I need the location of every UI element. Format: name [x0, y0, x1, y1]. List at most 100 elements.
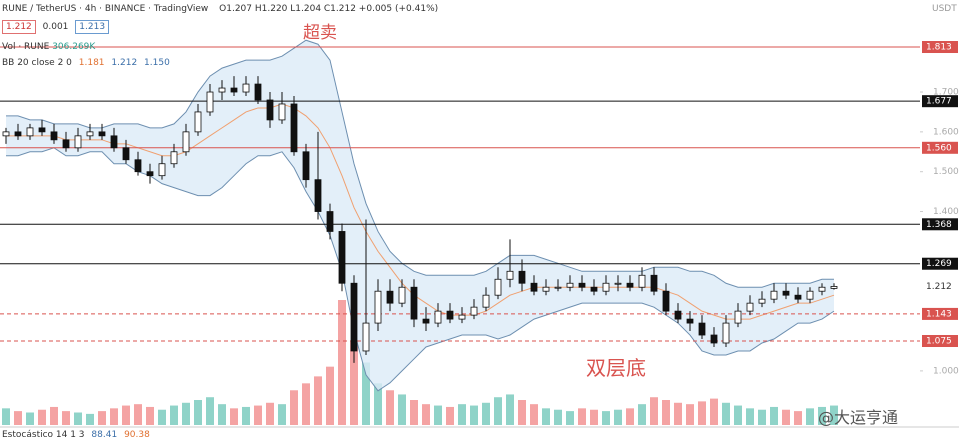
candle-body: [290, 103, 298, 153]
level-label: 1.143: [926, 309, 952, 319]
volume-bar: [626, 408, 634, 425]
volume-bar: [74, 412, 82, 425]
volume-bar: [278, 404, 286, 425]
candle-body: [206, 91, 214, 113]
buy-button[interactable]: 1.213: [75, 20, 110, 34]
volume-bar: [206, 397, 214, 425]
candle-body: [122, 147, 130, 161]
candle-body: [746, 302, 754, 312]
volume-bar: [38, 409, 46, 425]
volume-bar: [350, 341, 358, 425]
level-tag: [922, 218, 958, 231]
volume-legend: Vol · RUNE 306.269K: [2, 42, 95, 52]
candle-body: [74, 135, 82, 149]
candle-body: [674, 310, 682, 320]
volume-bar: [554, 409, 562, 425]
candle-body: [26, 127, 34, 137]
volume-bar: [602, 411, 610, 425]
volume-bar: [470, 405, 478, 425]
ohlc: O1.207 H1.220 L1.204 C1.212 +0.005 (+0.4…: [219, 4, 439, 14]
candle-body: [818, 286, 826, 292]
volume-bar: [818, 406, 826, 425]
candle-body: [386, 290, 394, 304]
candle-body: [446, 310, 454, 320]
last-price-label: 1.212: [926, 282, 952, 292]
level-tag: [922, 307, 958, 320]
volume-bar: [362, 362, 370, 425]
candle-body: [242, 83, 250, 93]
candle-body: [158, 163, 166, 177]
volume-bar: [242, 406, 250, 425]
candle-body: [506, 270, 514, 280]
spread: 0.001: [42, 22, 69, 32]
volume-bar: [446, 406, 454, 425]
bb-value: 1.212: [111, 58, 138, 68]
volume-bar: [662, 400, 670, 425]
volume-bar: [218, 404, 226, 425]
candle-body: [458, 314, 466, 320]
candle-body: [134, 159, 142, 173]
bb-label: BB 20 close 2 0: [2, 58, 72, 68]
volume-bar: [590, 409, 598, 425]
candle-body: [194, 111, 202, 133]
volume-bar: [518, 400, 526, 425]
candle-body: [86, 131, 94, 137]
candle-body: [14, 131, 22, 137]
candle-body: [566, 282, 574, 288]
volume-bar: [686, 404, 694, 425]
volume-bar: [530, 404, 538, 425]
candle-body: [218, 87, 226, 93]
band-fill: [6, 40, 834, 391]
candle-body: [554, 286, 562, 289]
stoch-label: Estocástico 14 1 3: [2, 430, 85, 440]
volume-bar: [458, 404, 466, 425]
volume-bar: [326, 366, 334, 425]
volume-bar: [434, 405, 442, 425]
watermark: @大运亨通: [818, 408, 899, 427]
volume-bar: [194, 400, 202, 425]
volume-bar: [566, 411, 574, 425]
volume-bar: [422, 404, 430, 425]
sell-button[interactable]: 1.212: [2, 20, 36, 34]
volume-bar: [26, 412, 34, 425]
candle-body: [698, 322, 706, 336]
candle-body: [770, 290, 778, 300]
bb-lower: [6, 147, 835, 392]
volume-bar: [494, 397, 502, 425]
volume-bar: [182, 402, 190, 425]
volume-bar: [650, 397, 658, 425]
volume-bar: [710, 398, 718, 425]
candle-body: [542, 286, 550, 292]
volume-bar: [86, 413, 94, 425]
volume-bar: [674, 402, 682, 425]
volume-bar: [170, 405, 178, 425]
candle-body: [626, 282, 634, 288]
candle-body: [434, 310, 442, 324]
candle-body: [230, 87, 238, 93]
candle-body: [350, 282, 358, 352]
candle-body: [314, 179, 322, 212]
candle-body: [266, 99, 274, 121]
candle-body: [398, 286, 406, 304]
candle-body: [794, 294, 802, 300]
volume-bar: [722, 402, 730, 425]
bb-value: 1.181: [78, 58, 105, 68]
candle-body: [602, 282, 610, 292]
bb-upper: [6, 39, 834, 288]
candle-body: [758, 298, 766, 304]
volume-bar: [638, 404, 646, 425]
symbol: RUNE / TetherUS · 4h · BINANCE · Trading…: [2, 4, 209, 14]
volume-bar: [542, 408, 550, 425]
volume-bar: [266, 402, 274, 425]
volume-bar: [734, 405, 742, 425]
volume-bar: [62, 411, 70, 425]
header: RUNE / TetherUS · 4h · BINANCE · Trading…: [2, 4, 438, 14]
candle-body: [50, 131, 58, 141]
candle-body: [710, 334, 718, 344]
candle-body: [470, 306, 478, 316]
candle-body: [326, 211, 334, 232]
candle-body: [146, 171, 154, 177]
candle-body: [98, 131, 106, 137]
